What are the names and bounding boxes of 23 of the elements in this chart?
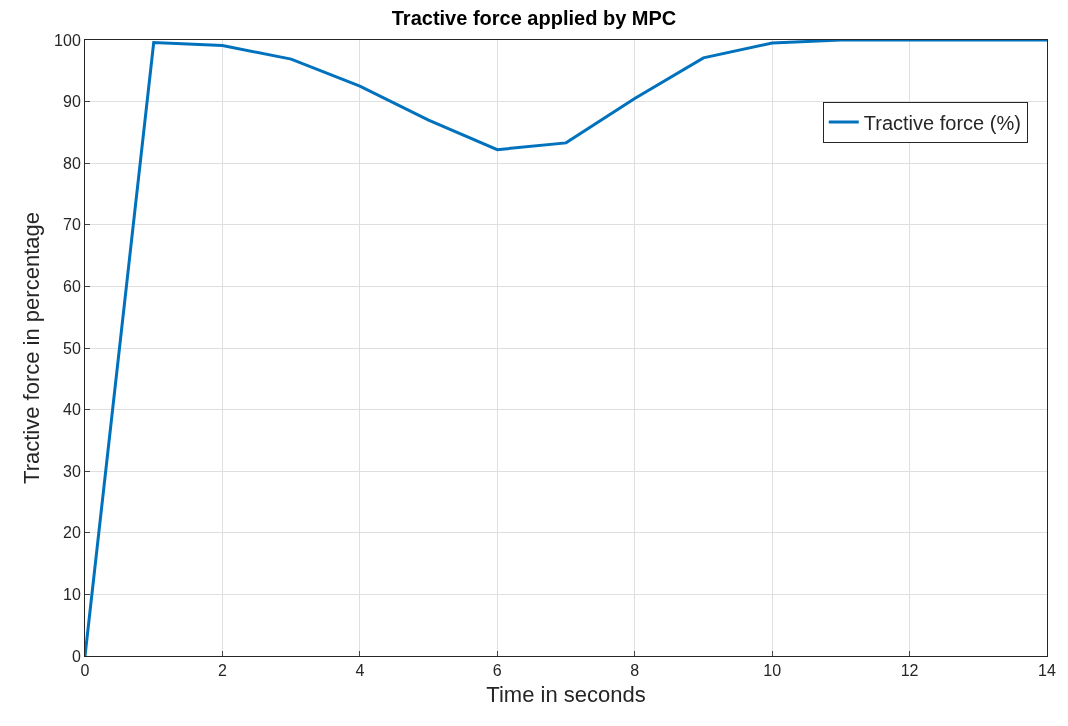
x-axis-title: Time in seconds: [486, 682, 646, 708]
x-tick-label: 14: [1038, 662, 1056, 680]
y-tick-label: 0: [71, 647, 81, 665]
chart-title: Tractive force applied by MPC: [391, 6, 677, 29]
y-tick-label: 60: [63, 278, 81, 295]
y-tick-label: 70: [63, 216, 81, 234]
y-tick-label: 10: [63, 586, 81, 603]
y-tick-label: 100: [54, 31, 81, 49]
y-tick-label: 20: [63, 524, 81, 542]
x-tick-label: 4: [355, 662, 365, 680]
legend-label: Tractive force (%): [863, 111, 1021, 134]
y-tick-label: 50: [63, 339, 81, 357]
y-tick-label: 30: [63, 462, 81, 480]
x-tick-label: 2: [217, 662, 227, 680]
x-tick-label: 8: [630, 662, 640, 680]
line-series: [85, 40, 1047, 656]
y-axis-title: Tractive force in percentage: [18, 212, 44, 484]
y-tick-label: 90: [63, 93, 81, 111]
x-tick-label: 10: [763, 662, 782, 680]
y-tick-label: 80: [63, 154, 81, 172]
x-tick-label: 12: [900, 662, 919, 680]
y-tick-label: 40: [63, 401, 81, 419]
x-tick-label: 6: [492, 662, 502, 680]
